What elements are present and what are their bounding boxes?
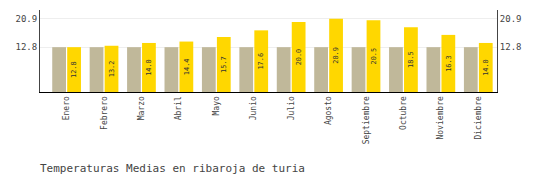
svg-text:14.4: 14.4	[183, 59, 191, 76]
svg-text:12.8: 12.8	[500, 42, 522, 52]
svg-text:Julio: Julio	[287, 96, 296, 120]
svg-text:18.5: 18.5	[407, 51, 415, 68]
svg-text:Septiembre: Septiembre	[362, 96, 371, 144]
svg-text:20.5: 20.5	[370, 48, 378, 65]
svg-text:Noviembre: Noviembre	[436, 96, 445, 140]
svg-text:12.8: 12.8	[70, 61, 78, 78]
svg-text:14.0: 14.0	[482, 59, 490, 76]
svg-text:Febrero: Febrero	[100, 96, 109, 130]
svg-text:Mayo: Mayo	[212, 96, 221, 115]
svg-text:20.9: 20.9	[16, 14, 38, 24]
svg-text:13.2: 13.2	[108, 61, 116, 78]
svg-text:Octubre: Octubre	[399, 96, 408, 130]
svg-text:14.0: 14.0	[145, 59, 153, 76]
svg-text:Abril: Abril	[174, 96, 183, 120]
svg-text:Marzo: Marzo	[137, 96, 146, 120]
svg-text:Temperaturas Medias en ribaroj: Temperaturas Medias en ribaroja de turia	[40, 162, 305, 174]
svg-text:Diciembre: Diciembre	[474, 96, 483, 140]
svg-text:Agosto: Agosto	[324, 96, 333, 125]
svg-text:20.9: 20.9	[500, 14, 522, 24]
svg-text:17.6: 17.6	[257, 53, 265, 70]
svg-text:20.0: 20.0	[295, 49, 303, 66]
svg-text:12.8: 12.8	[16, 42, 38, 52]
svg-text:15.7: 15.7	[220, 56, 228, 73]
svg-text:20.9: 20.9	[332, 47, 340, 64]
svg-text:Enero: Enero	[62, 96, 71, 120]
svg-text:Junio: Junio	[249, 96, 258, 120]
svg-text:16.3: 16.3	[445, 55, 453, 72]
